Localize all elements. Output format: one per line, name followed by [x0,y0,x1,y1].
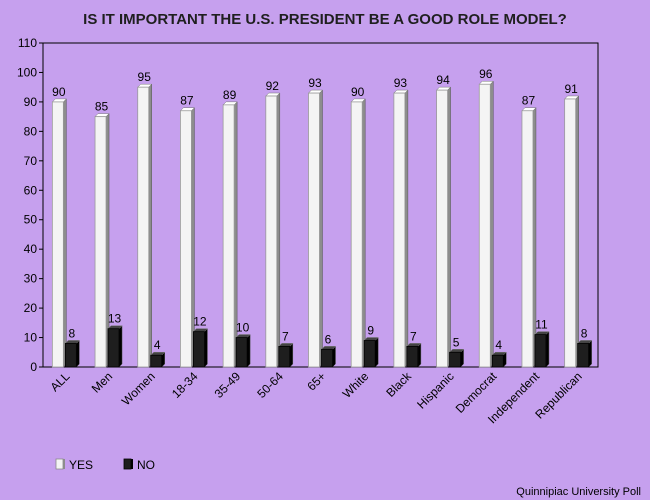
no-value-label: 4 [495,338,502,352]
legend: YES NO [55,458,155,472]
category-label: White [340,369,372,401]
no-bar [150,351,166,368]
legend-swatch-side [63,459,65,469]
y-tick-label: 0 [30,360,37,374]
no-bar [64,339,80,368]
yes-value-label: 94 [436,73,450,87]
plot-area: 0102030405060708090100110908ALL8513Men95… [17,36,599,426]
no-value-label: 8 [69,326,76,340]
category-label: 65+ [304,369,328,393]
no-value-label: 5 [453,335,460,349]
no-bar [278,342,294,368]
y-tick-label: 90 [24,95,38,109]
yes-value-label: 87 [180,94,194,108]
yes-value-label: 89 [223,88,237,102]
no-value-label: 12 [193,315,207,329]
yes-bar [222,101,238,368]
yes-bar [393,89,409,368]
yes-value-label: 96 [479,67,493,81]
no-value-label: 7 [410,329,417,343]
yes-value-label: 92 [266,79,280,93]
category-label: Women [119,369,158,408]
legend-label: YES [69,458,93,472]
no-value-label: 6 [325,332,332,346]
no-value-label: 13 [108,312,122,326]
no-bar [107,325,123,368]
y-tick-label: 20 [24,301,38,315]
yes-bar [478,80,494,368]
legend-swatch [55,458,64,470]
no-bar [192,328,209,368]
category-label: Republican [532,369,584,421]
y-tick-label: 100 [17,65,37,79]
yes-bar [307,89,324,368]
yes-bar [179,107,196,368]
yes-value-label: 90 [351,85,365,99]
no-bar [235,333,251,368]
category-label: Men [89,369,115,395]
y-tick-label: 50 [24,213,38,227]
yes-bar [564,95,580,368]
category-label: 35-49 [212,369,244,401]
legend-item: NO [123,458,155,472]
yes-bar [265,92,281,368]
legend-label: NO [137,458,155,472]
y-tick-label: 70 [24,154,38,168]
no-value-label: 8 [581,326,588,340]
legend-item: YES [55,458,93,472]
source-credit: Quinnipiac University Poll [516,486,641,498]
no-value-label: 4 [154,338,161,352]
no-bar [534,330,550,368]
yes-value-label: 87 [522,94,536,108]
no-value-label: 11 [535,318,548,332]
no-bar [406,342,422,368]
y-tick-label: 40 [24,242,38,256]
no-value-label: 7 [282,329,289,343]
chart-title: IS IT IMPORTANT THE U.S. PRESIDENT BE A … [83,11,567,28]
y-tick-label: 30 [24,272,38,286]
y-tick-label: 110 [18,36,37,50]
no-value-label: 9 [367,323,374,337]
category-label: 18-34 [169,369,201,401]
no-bar [448,348,465,368]
y-tick-label: 80 [24,124,38,138]
yes-bar [521,107,537,368]
yes-value-label: 93 [308,76,322,90]
y-tick-label: 10 [24,331,38,345]
no-bar [577,339,593,368]
y-tick-label: 60 [24,183,38,197]
category-label: Hispanic [414,369,456,411]
no-bar [363,336,379,368]
yes-bar [137,83,153,368]
yes-bar [435,86,452,368]
yes-value-label: 91 [564,82,578,96]
category-label: ALL [47,369,72,394]
no-bar [320,345,337,368]
yes-bar [350,98,366,368]
yes-bar [51,98,67,368]
yes-value-label: 93 [394,76,408,90]
yes-bar [94,113,110,368]
yes-value-label: 90 [52,85,66,99]
no-bar [491,351,507,368]
no-value-label: 10 [236,321,250,335]
category-label: Black [383,369,414,400]
category-label: 50-64 [254,369,286,401]
legend-swatch [123,458,132,470]
yes-value-label: 95 [138,70,152,84]
legend-swatch-side [131,459,133,469]
yes-value-label: 85 [95,100,109,114]
